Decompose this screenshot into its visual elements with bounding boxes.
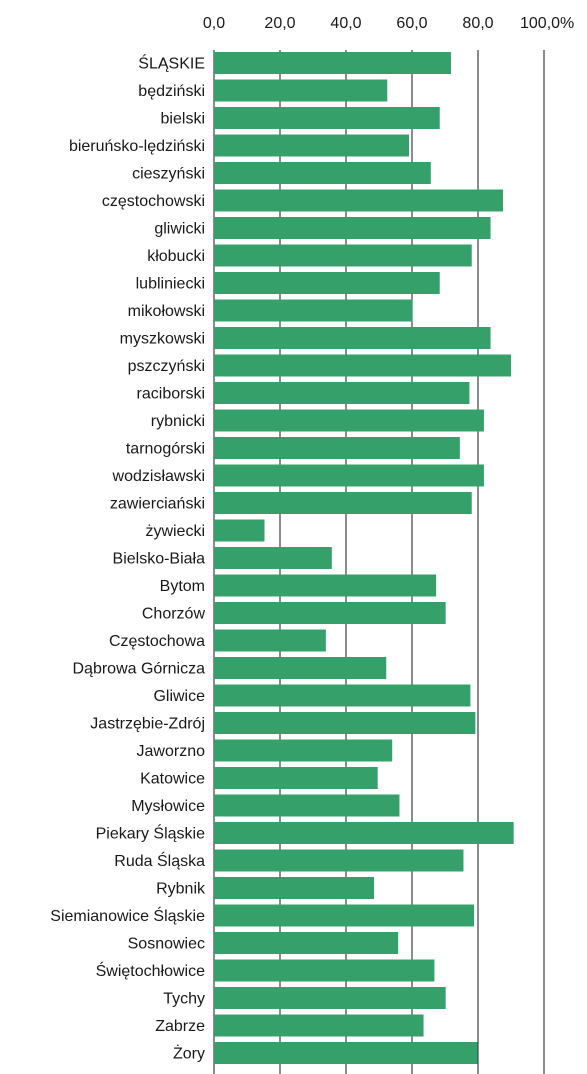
category-label: cieszyński bbox=[132, 166, 205, 183]
bar bbox=[214, 52, 451, 74]
bar bbox=[214, 849, 464, 872]
bar bbox=[214, 79, 388, 102]
bar bbox=[214, 299, 413, 322]
bar bbox=[214, 739, 393, 762]
category-label: rybnicki bbox=[151, 413, 205, 430]
category-label: Zabrze bbox=[155, 1018, 205, 1035]
bar bbox=[214, 822, 514, 844]
category-label: Chorzów bbox=[142, 606, 206, 623]
bar bbox=[214, 574, 437, 597]
category-label: bielski bbox=[161, 111, 205, 128]
category-label: wodzisławski bbox=[112, 468, 205, 485]
category-label: Bytom bbox=[160, 578, 205, 595]
bar bbox=[214, 354, 511, 377]
bar bbox=[214, 134, 410, 157]
category-label: Jastrzębie-Zdrój bbox=[90, 716, 205, 733]
bar bbox=[214, 657, 387, 679]
bar bbox=[214, 189, 504, 212]
category-labels: ŚLĄSKIE będziński bielski bieruńsko-lędzińs… bbox=[50, 54, 206, 1063]
bar bbox=[214, 629, 326, 652]
category-label: Mysłowice bbox=[131, 798, 205, 815]
x-tick-label: 0,0 bbox=[203, 15, 225, 32]
bar bbox=[214, 767, 378, 789]
category-label: tarnogórski bbox=[126, 441, 205, 458]
bar bbox=[214, 684, 471, 707]
category-label: ŚLĄSKIE bbox=[138, 54, 205, 73]
bar bbox=[214, 327, 491, 349]
category-label: myszkowski bbox=[120, 331, 205, 348]
category-label: Świętochłowice bbox=[96, 961, 205, 980]
bar bbox=[214, 987, 446, 1009]
category-label: Jaworzno bbox=[137, 743, 206, 760]
bar bbox=[214, 959, 435, 982]
category-label: Bielsko-Biała bbox=[113, 551, 206, 568]
x-tick-label: 100,0% bbox=[520, 15, 574, 32]
category-label: raciborski bbox=[137, 386, 205, 403]
category-label: Żory bbox=[173, 1044, 205, 1063]
x-tick-label: 40,0 bbox=[330, 15, 361, 32]
bars bbox=[214, 52, 514, 1064]
category-label: Rybnik bbox=[156, 881, 206, 898]
category-label: częstochowski bbox=[102, 193, 205, 210]
category-label: żywiecki bbox=[145, 523, 205, 540]
bar bbox=[214, 932, 399, 954]
bar bbox=[214, 272, 440, 294]
category-label: Gliwice bbox=[153, 688, 205, 705]
category-label: lubliniecki bbox=[136, 276, 205, 293]
category-label: zawierciański bbox=[110, 496, 205, 513]
bar bbox=[214, 217, 491, 239]
bar bbox=[214, 1014, 424, 1037]
bar bbox=[214, 107, 440, 129]
category-label: Katowice bbox=[140, 771, 205, 788]
category-label: bieruńsko-lędziński bbox=[69, 138, 205, 155]
category-label: Sosnowiec bbox=[128, 936, 205, 953]
bar bbox=[214, 492, 472, 514]
bar bbox=[214, 547, 332, 569]
bar bbox=[214, 244, 472, 267]
category-label: Tychy bbox=[163, 991, 205, 1008]
category-label: będziński bbox=[138, 83, 205, 100]
x-tick-label: 80,0 bbox=[462, 15, 493, 32]
bar bbox=[214, 602, 446, 624]
category-label: gliwicki bbox=[154, 221, 205, 238]
bar bbox=[214, 382, 470, 404]
bar bbox=[214, 1042, 478, 1064]
category-label: Siemianowice Śląskie bbox=[50, 906, 205, 925]
category-label: Dąbrowa Górnicza bbox=[73, 661, 206, 678]
category-label: Piekary Śląskie bbox=[96, 824, 205, 843]
bar bbox=[214, 519, 265, 542]
x-tick-label: 20,0 bbox=[264, 15, 295, 32]
bar bbox=[214, 162, 431, 184]
bar bbox=[214, 409, 484, 432]
bar bbox=[214, 464, 484, 487]
category-label: Ruda Śląska bbox=[114, 851, 205, 870]
category-label: pszczyński bbox=[128, 358, 205, 375]
x-tick-label: 60,0 bbox=[396, 15, 427, 32]
category-label: Częstochowa bbox=[109, 633, 205, 650]
bar bbox=[214, 877, 375, 899]
bar bbox=[214, 712, 476, 734]
bar bbox=[214, 904, 475, 927]
x-axis-tick-labels: 0,0 20,0 40,0 60,0 80,0 100,0% bbox=[203, 15, 574, 32]
category-label: kłobucki bbox=[147, 248, 205, 265]
bar bbox=[214, 794, 400, 817]
bar bbox=[214, 437, 460, 459]
category-label: mikołowski bbox=[128, 303, 205, 320]
